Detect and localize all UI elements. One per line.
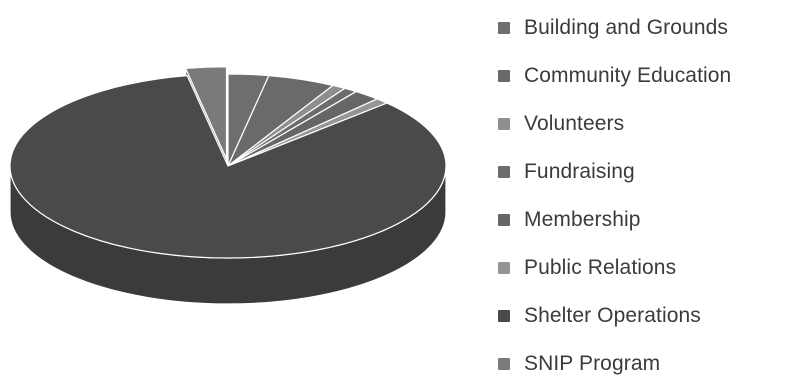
legend-item: Community Education <box>498 52 786 100</box>
legend-swatch <box>498 310 510 322</box>
legend-swatch <box>498 166 510 178</box>
legend-swatch <box>498 118 510 130</box>
legend-item: Building and Grounds <box>498 4 786 52</box>
legend-item: Shelter Operations <box>498 292 786 340</box>
legend-label: Membership <box>524 208 641 231</box>
legend-item: Volunteers <box>498 100 786 148</box>
legend-swatch <box>498 262 510 274</box>
pie-chart-svg <box>9 66 447 305</box>
legend-item: Membership <box>498 196 786 244</box>
legend-label: Fundraising <box>524 160 635 183</box>
pie-slice-shelter-operations <box>9 75 447 259</box>
legend-swatch <box>498 70 510 82</box>
legend-item: Fundraising <box>498 148 786 196</box>
legend-label: Volunteers <box>524 112 625 135</box>
legend-item: SNIP Program <box>498 340 786 388</box>
legend-label: SNIP Program <box>524 352 661 375</box>
legend-label: Shelter Operations <box>524 304 701 327</box>
legend-swatch <box>498 214 510 226</box>
chart-legend: Building and Grounds Community Education V… <box>498 4 786 388</box>
pie-chart <box>9 66 447 305</box>
legend-label: Building and Grounds <box>524 16 728 39</box>
legend-swatch <box>498 358 510 370</box>
pie-slice-snip-program <box>185 66 228 160</box>
legend-swatch <box>498 22 510 34</box>
legend-label: Public Relations <box>524 256 677 279</box>
legend-label: Community Education <box>524 64 732 87</box>
legend-item: Public Relations <box>498 244 786 292</box>
pie-top-faces <box>9 66 447 259</box>
